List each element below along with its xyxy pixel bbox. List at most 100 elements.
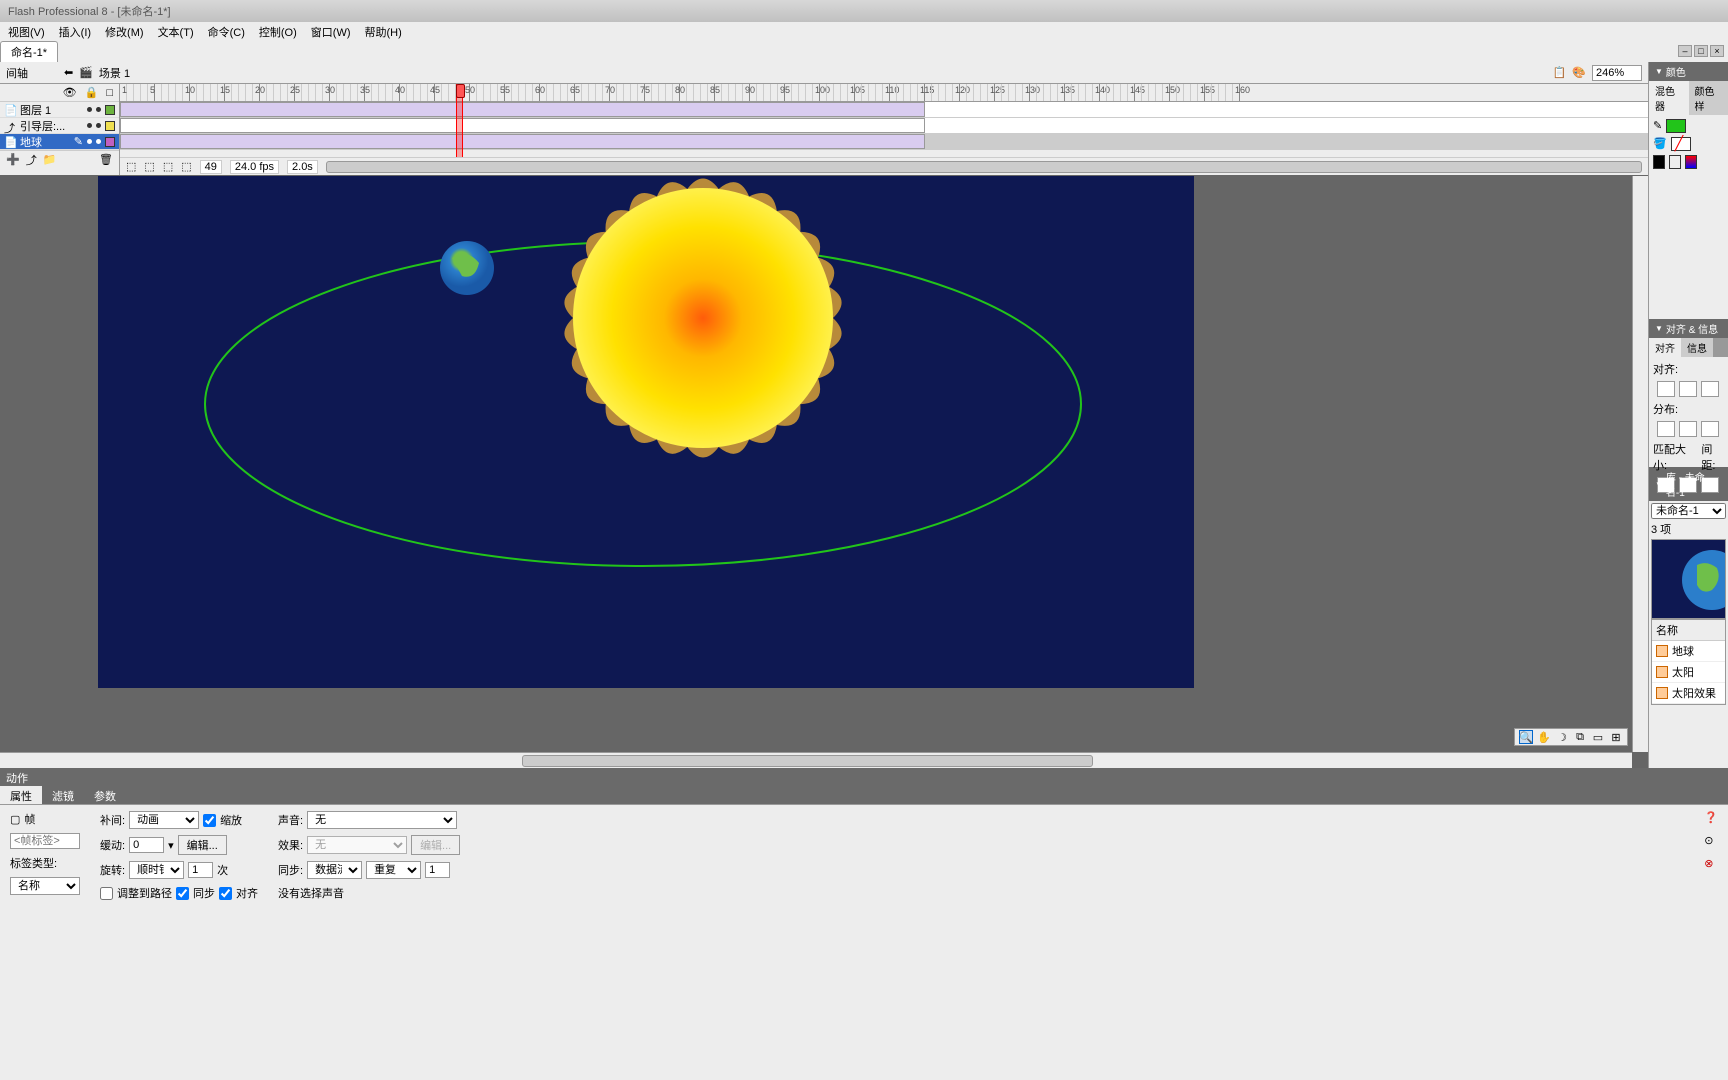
no-color-icon[interactable]	[1669, 155, 1681, 169]
hand-icon[interactable]: ✋	[1537, 730, 1551, 744]
frame-label-input[interactable]	[10, 833, 80, 849]
lock-dot[interactable]	[96, 123, 101, 128]
onion-icon2[interactable]: ⬚	[144, 160, 154, 173]
help-icon[interactable]: ❓	[1704, 811, 1718, 824]
sync-checkbox[interactable]	[176, 887, 189, 900]
library-item[interactable]: 太阳效果	[1652, 683, 1725, 704]
library-item[interactable]: 太阳	[1652, 662, 1725, 683]
rotate-select[interactable]: 顺时针	[129, 861, 184, 879]
align-panel-header[interactable]: 对齐 & 信息	[1649, 319, 1728, 338]
close-props-icon[interactable]: ⊗	[1704, 857, 1718, 870]
scrollbar-v[interactable]	[1632, 176, 1648, 752]
align-tab[interactable]: 对齐	[1649, 338, 1681, 357]
eye-dot[interactable]	[87, 123, 92, 128]
outline-icon[interactable]: □	[106, 87, 113, 99]
align-right[interactable]	[1701, 381, 1719, 397]
onion-icon[interactable]: ⬚	[126, 160, 136, 173]
lock-dot[interactable]	[96, 107, 101, 112]
color-panel-header[interactable]: 颜色	[1649, 62, 1728, 81]
menu-help[interactable]: 帮助(H)	[365, 24, 402, 38]
add-guide-icon[interactable]: ⤴	[26, 152, 37, 168]
delete-layer-icon[interactable]: 🗑	[99, 153, 113, 166]
info-tab[interactable]: 信息	[1681, 338, 1713, 357]
scene-name[interactable]: 场景 1	[99, 65, 130, 81]
lock-icon[interactable]: 🔒	[85, 86, 99, 99]
label-type-select[interactable]: 名称	[10, 877, 80, 895]
document-tab[interactable]: 命名-1*	[0, 41, 58, 62]
link-icon[interactable]: ⧉	[1573, 730, 1587, 744]
eye-dot[interactable]	[87, 107, 92, 112]
repeat-select[interactable]: 重复	[366, 861, 421, 879]
black-white-icon[interactable]	[1653, 155, 1665, 169]
repeat-times-input[interactable]	[425, 862, 450, 878]
dist-top[interactable]	[1657, 421, 1675, 437]
stage[interactable]	[98, 176, 1194, 688]
orient-checkbox[interactable]	[100, 887, 113, 900]
color-sq[interactable]	[105, 121, 115, 131]
tween-select[interactable]: 动画	[129, 811, 199, 829]
fill-color[interactable]: ╱	[1671, 137, 1691, 151]
actions-panel-header[interactable]: 动作	[0, 768, 1728, 786]
ease-input[interactable]	[129, 837, 164, 853]
layer-row-3[interactable]: 📄 地球 ✎	[0, 134, 119, 150]
sync2-select[interactable]: 数据流	[307, 861, 362, 879]
library-doc-select[interactable]: 未命名-1	[1651, 503, 1726, 519]
swap-color-icon[interactable]	[1685, 155, 1697, 169]
onion-icon3[interactable]: ⬚	[163, 160, 173, 173]
layer-row-2[interactable]: ⤴ 引导层:...	[0, 118, 119, 134]
scale-checkbox[interactable]	[203, 814, 216, 827]
pencil-stroke-icon[interactable]: ✎	[1653, 119, 1662, 133]
zoom-input[interactable]	[1592, 65, 1642, 81]
options-icon[interactable]: ⊙	[1704, 834, 1718, 847]
close-button[interactable]: ×	[1710, 45, 1724, 57]
tab-filters[interactable]: 滤镜	[42, 786, 84, 804]
rect-icon[interactable]: ▭	[1591, 730, 1605, 744]
rotate-times-input[interactable]	[188, 862, 213, 878]
edit-symbol-icon[interactable]: 🎨	[1572, 66, 1586, 79]
edit-scene-icon[interactable]: 📋	[1553, 66, 1567, 79]
dist-vcenter[interactable]	[1679, 421, 1697, 437]
align-hcenter[interactable]	[1679, 381, 1697, 397]
menu-modify[interactable]: 修改(M)	[105, 24, 144, 38]
menu-text[interactable]: 文本(T)	[158, 24, 194, 38]
sound-select[interactable]: 无	[307, 811, 457, 829]
layer-row-1[interactable]: 📄 图层 1	[0, 102, 119, 118]
track-row-3[interactable]	[120, 134, 1648, 150]
moon-icon[interactable]: ☽	[1555, 730, 1569, 744]
scrollbar-h[interactable]	[0, 752, 1632, 768]
dist-bottom[interactable]	[1701, 421, 1719, 437]
maximize-button[interactable]: □	[1694, 45, 1708, 57]
grid-icon[interactable]: ⊞	[1609, 730, 1623, 744]
minimize-button[interactable]: –	[1678, 45, 1692, 57]
menu-insert[interactable]: 插入(I)	[59, 24, 91, 38]
timeline-track[interactable]: 1510152025303540455055606570758085909510…	[120, 84, 1648, 175]
add-folder-icon[interactable]: 📁	[43, 153, 57, 166]
ease-edit-button[interactable]: 编辑...	[178, 835, 227, 855]
eye-dot[interactable]	[87, 139, 92, 144]
eye-icon[interactable]: 👁	[63, 86, 77, 99]
library-item[interactable]: 地球	[1652, 641, 1725, 662]
back-icon[interactable]: ⬅	[64, 66, 73, 79]
align-left[interactable]	[1657, 381, 1675, 397]
menu-control[interactable]: 控制(O)	[259, 24, 297, 38]
color-sq[interactable]	[105, 105, 115, 115]
ease-stepper[interactable]: ▾	[168, 839, 174, 852]
tab-parameters[interactable]: 参数	[84, 786, 126, 804]
menu-view[interactable]: 视图(V)	[8, 24, 45, 38]
stroke-color[interactable]	[1666, 119, 1686, 133]
track-row-1[interactable]	[120, 102, 1648, 118]
library-col-name[interactable]: 名称	[1652, 620, 1725, 641]
snap-checkbox[interactable]	[219, 887, 232, 900]
onion-icon4[interactable]: ⬚	[181, 160, 191, 173]
timeline-ruler[interactable]: 1510152025303540455055606570758085909510…	[120, 84, 1648, 102]
bucket-fill-icon[interactable]: 🪣	[1653, 137, 1667, 151]
color-sq[interactable]	[105, 137, 115, 147]
swatches-tab[interactable]: 颜色样	[1689, 81, 1728, 115]
add-layer-icon[interactable]: ➕	[6, 153, 20, 166]
sun[interactable]	[564, 178, 841, 457]
lock-dot[interactable]	[96, 139, 101, 144]
menu-commands[interactable]: 命令(C)	[208, 24, 245, 38]
tab-properties[interactable]: 属性	[0, 786, 42, 804]
mixer-tab[interactable]: 混色器	[1649, 81, 1689, 115]
timeline-scrollbar[interactable]	[326, 161, 1642, 173]
